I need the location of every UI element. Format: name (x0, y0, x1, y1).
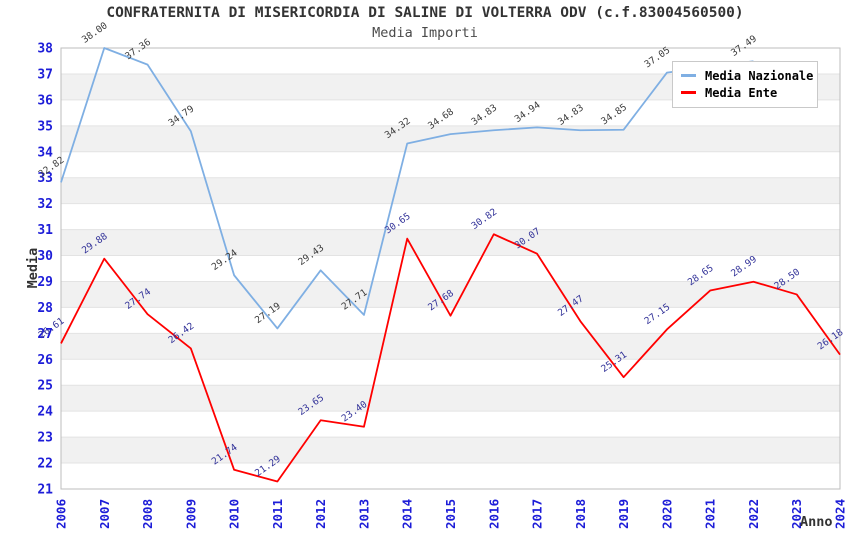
x-tick-label: 2012 (313, 499, 328, 529)
y-tick-label: 32 (37, 197, 53, 212)
legend-label-media-nazionale: Media Nazionale (705, 68, 814, 83)
legend: Media Nazionale Media Ente (672, 61, 818, 108)
y-tick-label: 33 (37, 171, 53, 186)
media-ente-line-swatch (681, 91, 696, 94)
y-tick-label: 31 (37, 223, 53, 238)
y-tick-label: 30 (37, 249, 53, 264)
grid-band (61, 437, 840, 464)
x-tick-label: 2008 (140, 499, 155, 529)
y-tick-label: 26 (37, 353, 53, 368)
grid-band (61, 229, 840, 256)
y-tick-label: 29 (37, 275, 53, 290)
y-tick-label: 38 (37, 42, 53, 57)
data-label: 38.00 (80, 20, 110, 46)
media-nazionale-line-swatch (681, 74, 696, 77)
y-tick-label: 21 (37, 483, 53, 498)
x-tick-label: 2019 (616, 499, 631, 529)
y-tick-label: 37 (37, 67, 53, 82)
x-tick-label: 2021 (703, 499, 718, 529)
grid-band (61, 281, 840, 308)
x-tick-label: 2023 (789, 499, 804, 529)
x-tick-label: 2010 (227, 499, 242, 529)
media-nazionale-line (60, 47, 754, 330)
y-axis-title: Media (25, 247, 41, 289)
plot-border (60, 47, 841, 490)
media-ente-line (60, 233, 841, 483)
grid-band (61, 385, 840, 412)
y-tick-label: 24 (37, 405, 53, 420)
y-tick-label: 35 (37, 119, 53, 134)
x-tick-label: 2015 (443, 499, 458, 529)
x-tick-label: 2017 (530, 499, 545, 529)
x-tick-label: 2013 (356, 499, 371, 529)
legend-entry-media-ente: Media Ente (681, 84, 809, 101)
x-tick-label: 2014 (400, 499, 415, 529)
grid-band (61, 125, 840, 152)
legend-label-media-ente: Media Ente (705, 85, 778, 100)
x-tick-label: 2006 (54, 499, 69, 529)
y-tick-label: 22 (37, 457, 53, 472)
x-tick-label: 2024 (833, 499, 848, 529)
y-tick-label: 28 (37, 301, 53, 316)
y-tick-label: 36 (37, 93, 53, 108)
y-tick-label: 27 (37, 327, 53, 342)
chart-title: CONFRATERNITA DI MISERICORDIA DI SALINE … (106, 5, 744, 21)
x-axis-title: Anno (800, 514, 833, 530)
x-tick-label: 2016 (486, 499, 501, 529)
x-tick-label: 2007 (97, 499, 112, 529)
x-tick-label: 2009 (183, 499, 198, 529)
x-tick-label: 2020 (659, 499, 674, 529)
y-tick-label: 23 (37, 431, 53, 446)
x-tick-label: 2011 (270, 499, 285, 529)
grid-band (61, 333, 840, 360)
chart-subtitle: Media Importi (372, 25, 478, 41)
legend-entry-media-nazionale: Media Nazionale (681, 67, 813, 84)
x-tick-label: 2018 (573, 499, 588, 529)
y-tick-label: 25 (37, 379, 53, 394)
y-tick-label: 34 (37, 145, 53, 160)
grid-band (61, 177, 840, 204)
x-tick-label: 2022 (746, 499, 761, 529)
plot-background (61, 48, 840, 489)
